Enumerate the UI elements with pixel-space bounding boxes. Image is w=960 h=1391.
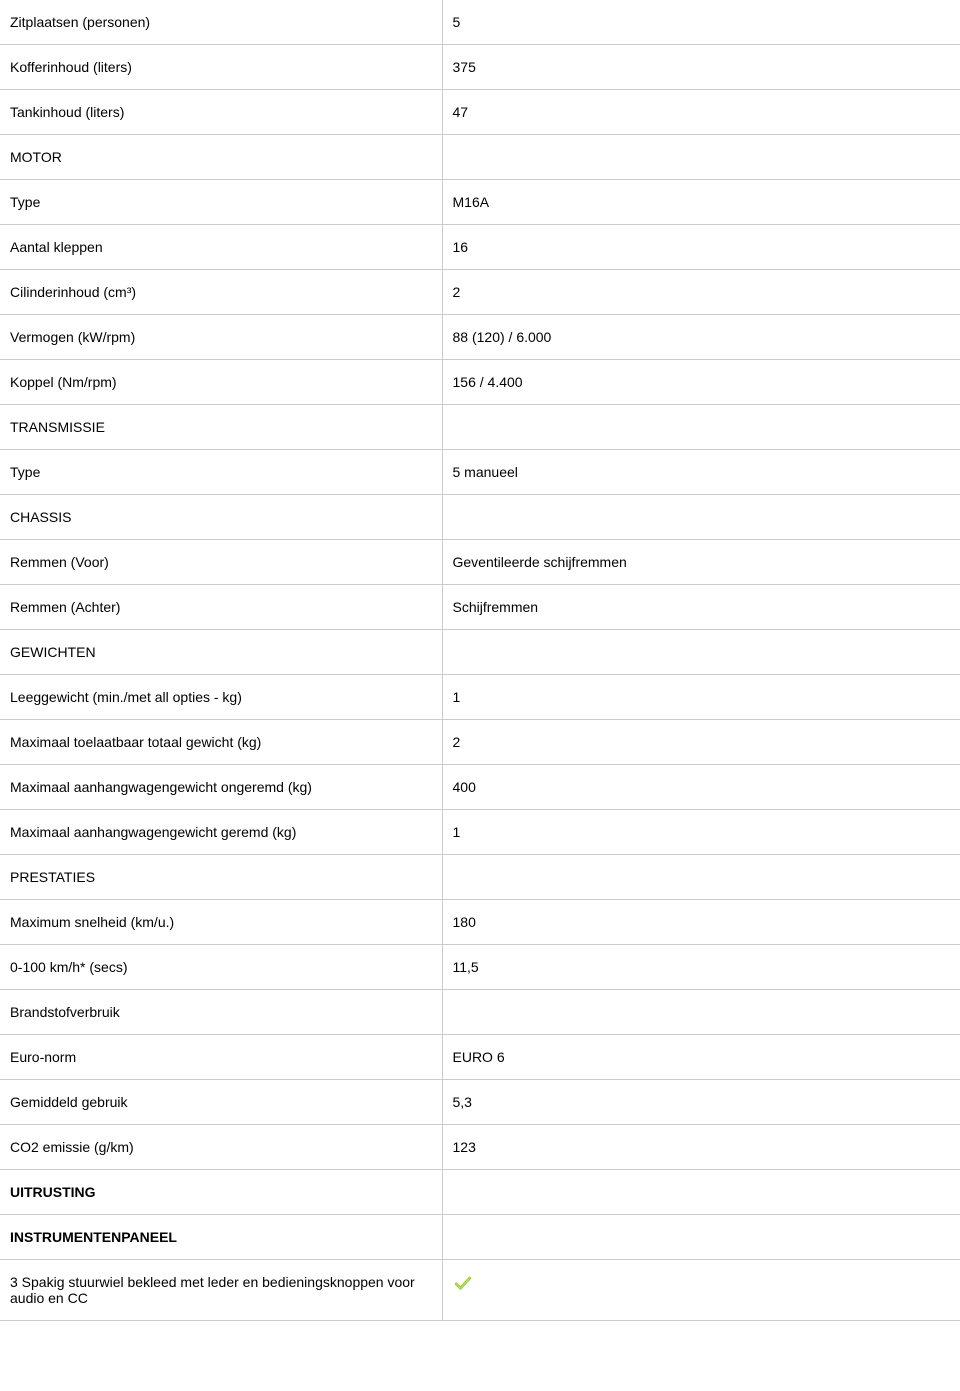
spec-label: UITRUSTING: [0, 1170, 442, 1215]
spec-label: 0-100 km/h* (secs): [0, 945, 442, 990]
spec-value: 47: [442, 90, 960, 135]
spec-value: 400: [442, 765, 960, 810]
spec-value: 11,5: [442, 945, 960, 990]
spec-label: TRANSMISSIE: [0, 405, 442, 450]
spec-label: Maximaal aanhangwagengewicht ongeremd (k…: [0, 765, 442, 810]
spec-label: Zitplaatsen (personen): [0, 0, 442, 45]
table-row: Maximum snelheid (km/u.)180: [0, 900, 960, 945]
spec-value: 156 / 4.400: [442, 360, 960, 405]
spec-label: INSTRUMENTENPANEEL: [0, 1215, 442, 1260]
spec-value: 5,3: [442, 1080, 960, 1125]
spec-label: Maximaal aanhangwagengewicht geremd (kg): [0, 810, 442, 855]
spec-label: Brandstofverbruik: [0, 990, 442, 1035]
spec-label: GEWICHTEN: [0, 630, 442, 675]
spec-value: EURO 6: [442, 1035, 960, 1080]
spec-label: Remmen (Voor): [0, 540, 442, 585]
table-row: 3 Spakig stuurwiel bekleed met leder en …: [0, 1260, 960, 1321]
table-row: Brandstofverbruik: [0, 990, 960, 1035]
table-row: Aantal kleppen16: [0, 225, 960, 270]
spec-label: Remmen (Achter): [0, 585, 442, 630]
spec-label: PRESTATIES: [0, 855, 442, 900]
table-row: Tankinhoud (liters)47: [0, 90, 960, 135]
spec-label: Type: [0, 450, 442, 495]
table-row: CHASSIS: [0, 495, 960, 540]
table-row: MOTOR: [0, 135, 960, 180]
spec-label: Leeggewicht (min./met all opties - kg): [0, 675, 442, 720]
table-row: TRANSMISSIE: [0, 405, 960, 450]
spec-label: Vermogen (kW/rpm): [0, 315, 442, 360]
spec-value: 16: [442, 225, 960, 270]
table-row: Koppel (Nm/rpm)156 / 4.400: [0, 360, 960, 405]
table-row: Kofferinhoud (liters)375: [0, 45, 960, 90]
spec-label: Euro-norm: [0, 1035, 442, 1080]
table-row: 0-100 km/h* (secs)11,5: [0, 945, 960, 990]
spec-value: [442, 1215, 960, 1260]
table-row: PRESTATIES: [0, 855, 960, 900]
spec-value: [442, 405, 960, 450]
spec-value: 2: [442, 720, 960, 765]
spec-value: 1: [442, 810, 960, 855]
spec-label: Kofferinhoud (liters): [0, 45, 442, 90]
table-row: Leeggewicht (min./met all opties - kg)1: [0, 675, 960, 720]
table-row: Maximaal toelaatbaar totaal gewicht (kg)…: [0, 720, 960, 765]
spec-value: 5: [442, 0, 960, 45]
spec-value: [442, 1260, 960, 1321]
spec-value: M16A: [442, 180, 960, 225]
spec-label: Maximaal toelaatbaar totaal gewicht (kg): [0, 720, 442, 765]
table-row: Remmen (Achter)Schijfremmen: [0, 585, 960, 630]
spec-value: 123: [442, 1125, 960, 1170]
spec-value: 88 (120) / 6.000: [442, 315, 960, 360]
table-row: Maximaal aanhangwagengewicht geremd (kg)…: [0, 810, 960, 855]
check-icon: [453, 1274, 951, 1294]
table-row: Type5 manueel: [0, 450, 960, 495]
table-row: UITRUSTING: [0, 1170, 960, 1215]
table-row: GEWICHTEN: [0, 630, 960, 675]
table-row: Cilinderinhoud (cm³)2: [0, 270, 960, 315]
spec-label: Maximum snelheid (km/u.): [0, 900, 442, 945]
spec-value: [442, 135, 960, 180]
spec-label: MOTOR: [0, 135, 442, 180]
table-row: Zitplaatsen (personen)5: [0, 0, 960, 45]
table-row: Euro-normEURO 6: [0, 1035, 960, 1080]
table-row: INSTRUMENTENPANEEL: [0, 1215, 960, 1260]
spec-label: Aantal kleppen: [0, 225, 442, 270]
spec-label: Type: [0, 180, 442, 225]
spec-value: Geventileerde schijfremmen: [442, 540, 960, 585]
spec-value: [442, 990, 960, 1035]
spec-table: Zitplaatsen (personen)5Kofferinhoud (lit…: [0, 0, 960, 1321]
spec-label: Koppel (Nm/rpm): [0, 360, 442, 405]
spec-value: 1: [442, 675, 960, 720]
spec-value: [442, 495, 960, 540]
spec-label: Gemiddeld gebruik: [0, 1080, 442, 1125]
table-row: Maximaal aanhangwagengewicht ongeremd (k…: [0, 765, 960, 810]
spec-value: 2: [442, 270, 960, 315]
table-row: CO2 emissie (g/km)123: [0, 1125, 960, 1170]
spec-value: [442, 855, 960, 900]
table-row: Gemiddeld gebruik5,3: [0, 1080, 960, 1125]
spec-value: 375: [442, 45, 960, 90]
spec-value: [442, 630, 960, 675]
table-row: Remmen (Voor)Geventileerde schijfremmen: [0, 540, 960, 585]
spec-label: CHASSIS: [0, 495, 442, 540]
spec-value: 5 manueel: [442, 450, 960, 495]
spec-label: 3 Spakig stuurwiel bekleed met leder en …: [0, 1260, 442, 1321]
spec-value: Schijfremmen: [442, 585, 960, 630]
spec-label: Cilinderinhoud (cm³): [0, 270, 442, 315]
table-row: TypeM16A: [0, 180, 960, 225]
spec-value: [442, 1170, 960, 1215]
spec-label: CO2 emissie (g/km): [0, 1125, 442, 1170]
spec-value: 180: [442, 900, 960, 945]
table-row: Vermogen (kW/rpm)88 (120) / 6.000: [0, 315, 960, 360]
spec-label: Tankinhoud (liters): [0, 90, 442, 135]
